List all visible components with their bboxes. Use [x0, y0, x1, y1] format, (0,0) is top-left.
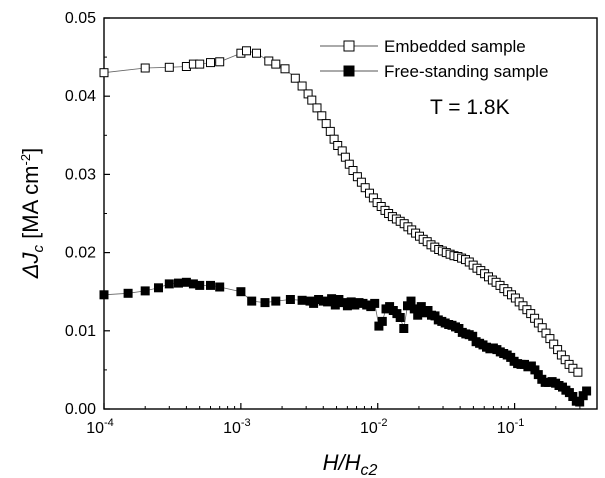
y-tick-label: 0.02: [65, 245, 96, 262]
x-axis-title-sub: c2: [360, 462, 377, 478]
y-axis-title-sub: c: [30, 244, 47, 252]
embedded-point: [271, 59, 281, 69]
free-standing-point: [285, 295, 295, 304]
free-standing-point: [370, 298, 380, 308]
embedded-point: [297, 81, 307, 91]
free-standing-point: [174, 278, 183, 288]
x-axis-title: H/Hc2: [323, 450, 378, 478]
free-standing-point: [395, 313, 405, 322]
free-standing-point: [195, 280, 205, 290]
series-points: [99, 46, 592, 407]
y-tick-label: 0.05: [65, 10, 96, 27]
y-tick-label: 0.04: [65, 88, 96, 105]
embedded-point: [290, 73, 300, 83]
y-tick-label: 0.00: [65, 401, 96, 418]
y-axis-title-exp: -2: [18, 154, 33, 166]
legend-label-free: Free-standing sample: [384, 62, 548, 81]
free-standing-point: [297, 295, 307, 305]
free-standing-point: [271, 296, 281, 306]
free-standing-point: [236, 287, 246, 297]
embedded-point: [206, 58, 215, 68]
x-tick-label: 10-4: [86, 417, 114, 437]
free-standing-point: [399, 324, 409, 333]
x-tick-label: 10-2: [360, 417, 388, 437]
y-axis-title-unit: [MA cm: [18, 165, 43, 244]
free-standing-point: [406, 296, 416, 306]
y-tick-label: 0.03: [65, 166, 96, 183]
free-standing-point: [377, 316, 387, 326]
legend-label-embedded: Embedded sample: [384, 37, 526, 56]
embedded-point: [215, 57, 225, 67]
free-standing-point: [215, 282, 225, 292]
ticks: 0.00 0.01 0.02 0.03 0.04 0.05 10-4 10-3 10-2 10-1: [65, 10, 581, 437]
legend-marker-free: [343, 65, 355, 77]
y-axis-title-main: ΔJ: [18, 251, 43, 279]
embedded-point: [321, 119, 331, 129]
x-tick-label: 10-1: [497, 417, 525, 437]
temperature-annotation: T = 1.8K: [430, 96, 510, 119]
free-standing-point: [154, 283, 163, 293]
embedded-point: [573, 367, 583, 377]
x-axis-title-main: H/H: [323, 450, 361, 475]
free-standing-point: [582, 386, 592, 396]
embedded-point: [280, 64, 290, 74]
embedded-point: [312, 103, 322, 113]
embedded-point: [325, 126, 335, 136]
y-axis-title-close: ]: [18, 148, 43, 154]
legend: Embedded sample Free-standing sample: [320, 37, 548, 81]
legend-marker-embedded: [343, 40, 355, 52]
y-tick-label: 0.01: [65, 323, 96, 340]
series-lines: [103, 50, 587, 403]
embedded-point: [140, 63, 150, 73]
free-standing-point: [99, 290, 109, 300]
embedded-point: [252, 48, 261, 58]
free-standing-point: [206, 280, 215, 290]
embedded-point: [195, 59, 205, 69]
free-standing-point: [247, 296, 257, 306]
embedded-point: [307, 95, 317, 105]
embedded-point: [242, 46, 251, 56]
embedded-point: [317, 111, 327, 121]
free-standing-point: [123, 288, 133, 298]
x-tick-label: 10-3: [223, 417, 251, 437]
embedded-point: [99, 68, 109, 78]
y-axis-title: ΔJc [MA cm-2]: [18, 148, 47, 279]
embedded-point: [164, 62, 174, 72]
free-standing-point: [140, 286, 150, 296]
free-standing-point: [260, 298, 270, 308]
free-standing-point: [164, 279, 174, 289]
